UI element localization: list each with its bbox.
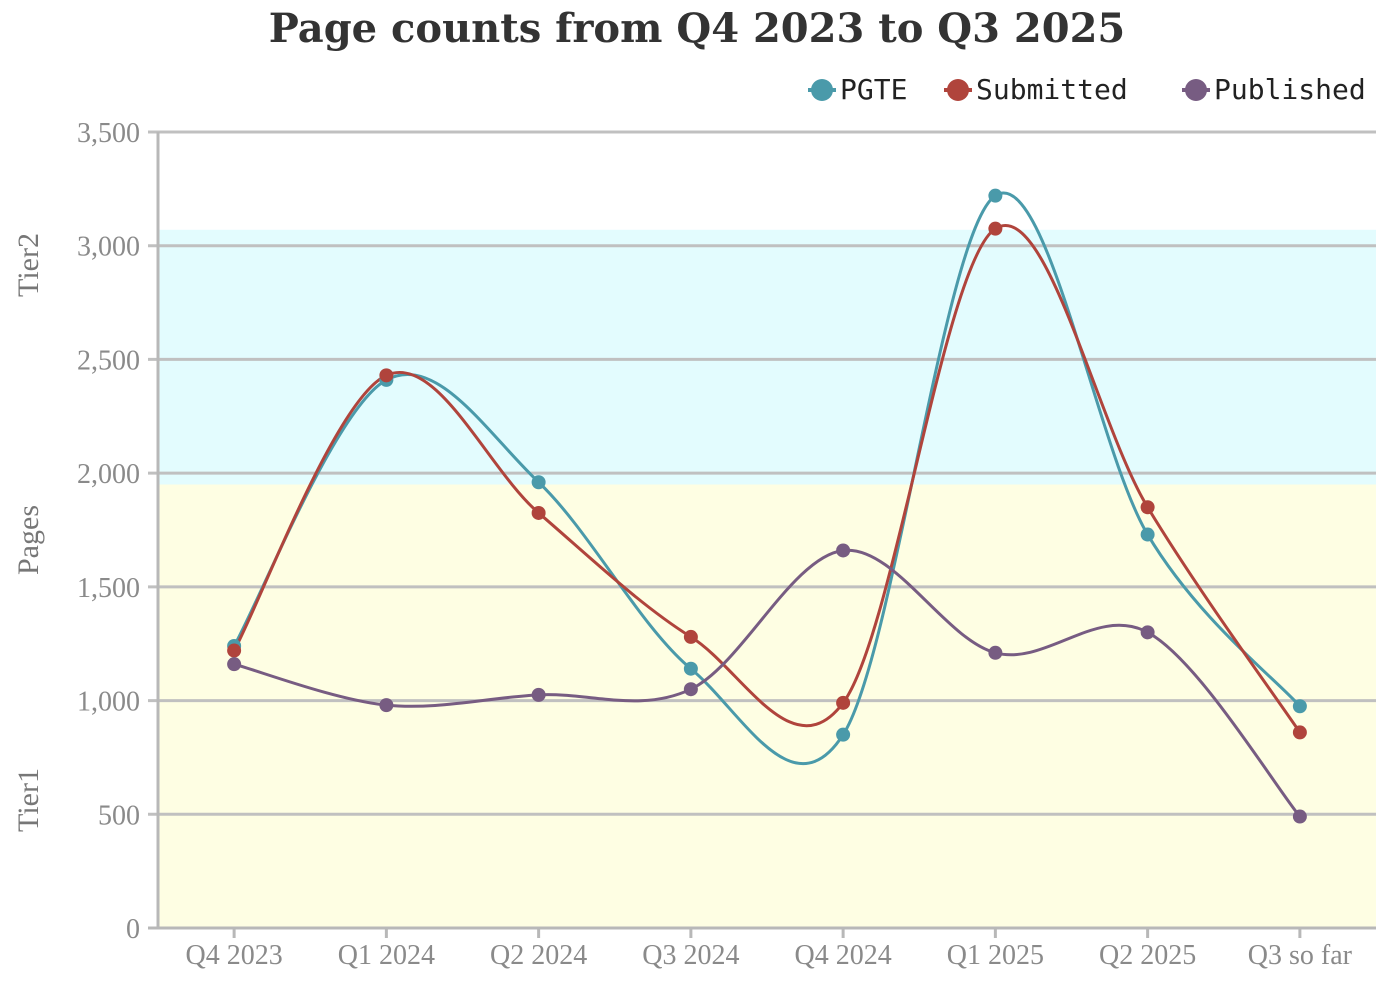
x-tick-label: Q1 2025 (947, 940, 1044, 971)
data-points (227, 188, 1307, 824)
data-point-pgte (531, 475, 546, 490)
data-point-published (379, 698, 394, 713)
legend-swatch-marker (1185, 79, 1207, 101)
x-tick-label: Q4 2024 (795, 940, 892, 971)
x-tick-label: Q3 2024 (642, 940, 739, 971)
grid-lines (148, 130, 1376, 930)
x-tick-label: Q2 2025 (1099, 940, 1196, 971)
y-tick-label: 1,500 (77, 573, 140, 604)
data-point-submitted (379, 368, 394, 383)
y-tick-label: 2,500 (77, 345, 140, 376)
x-tick-label: Q3 so far (1248, 940, 1353, 971)
data-point-pgte (1140, 527, 1155, 542)
data-point-pgte (988, 188, 1003, 203)
legend-label: Submitted (976, 73, 1128, 106)
axes: 0 500 1,000 1,500 2,000 2,500 3,000 3,500 Tier1 T… (12, 118, 1376, 971)
data-point-pgte (683, 661, 698, 676)
data-point-published (1292, 809, 1307, 824)
legend-label: PGTE (840, 73, 907, 106)
band-tier2 (158, 229, 1376, 485)
data-point-submitted (683, 629, 698, 644)
data-point-pgte (1292, 699, 1307, 714)
legend-item-submitted[interactable]: Submitted (944, 73, 1128, 106)
data-point-submitted (227, 643, 242, 658)
band-label-tier2: Tier2 (12, 233, 45, 297)
data-point-submitted (988, 221, 1003, 236)
legend-swatch-marker (947, 79, 969, 101)
x-tick-label: Q2 2024 (490, 940, 587, 971)
y-axis-label: Pages (12, 505, 45, 575)
data-point-published (531, 687, 546, 702)
data-point-submitted (836, 695, 851, 710)
data-point-published (227, 657, 242, 672)
data-point-submitted (1292, 725, 1307, 740)
data-point-submitted (531, 505, 546, 520)
data-point-pgte (836, 727, 851, 742)
legend: PGTE Submitted Published (808, 73, 1366, 106)
y-tick-label: 0 (126, 914, 140, 945)
legend-item-pgte[interactable]: PGTE (808, 73, 907, 106)
data-point-published (683, 682, 698, 697)
y-tick-label: 1,000 (77, 687, 140, 718)
data-point-published (836, 543, 851, 558)
tier-bands (158, 229, 1376, 928)
y-tick-label: 3,000 (77, 232, 140, 263)
y-tick-label: 3,500 (77, 118, 140, 149)
series-line-submitted (232, 224, 1302, 734)
data-point-submitted (1140, 500, 1155, 515)
x-tick-label: Q4 2023 (186, 940, 283, 971)
band-label-tier1: Tier1 (12, 768, 45, 832)
y-tick-label: 2,000 (77, 459, 140, 490)
data-point-published (1140, 625, 1155, 640)
x-tick-label: Q1 2024 (338, 940, 435, 971)
data-point-published (988, 645, 1003, 660)
legend-swatch-marker (811, 79, 833, 101)
y-tick-label: 500 (98, 800, 140, 831)
chart-title: Page counts from Q4 2023 to Q3 2025 (269, 5, 1125, 52)
legend-label: Published (1214, 73, 1366, 106)
legend-item-published[interactable]: Published (1182, 73, 1366, 106)
